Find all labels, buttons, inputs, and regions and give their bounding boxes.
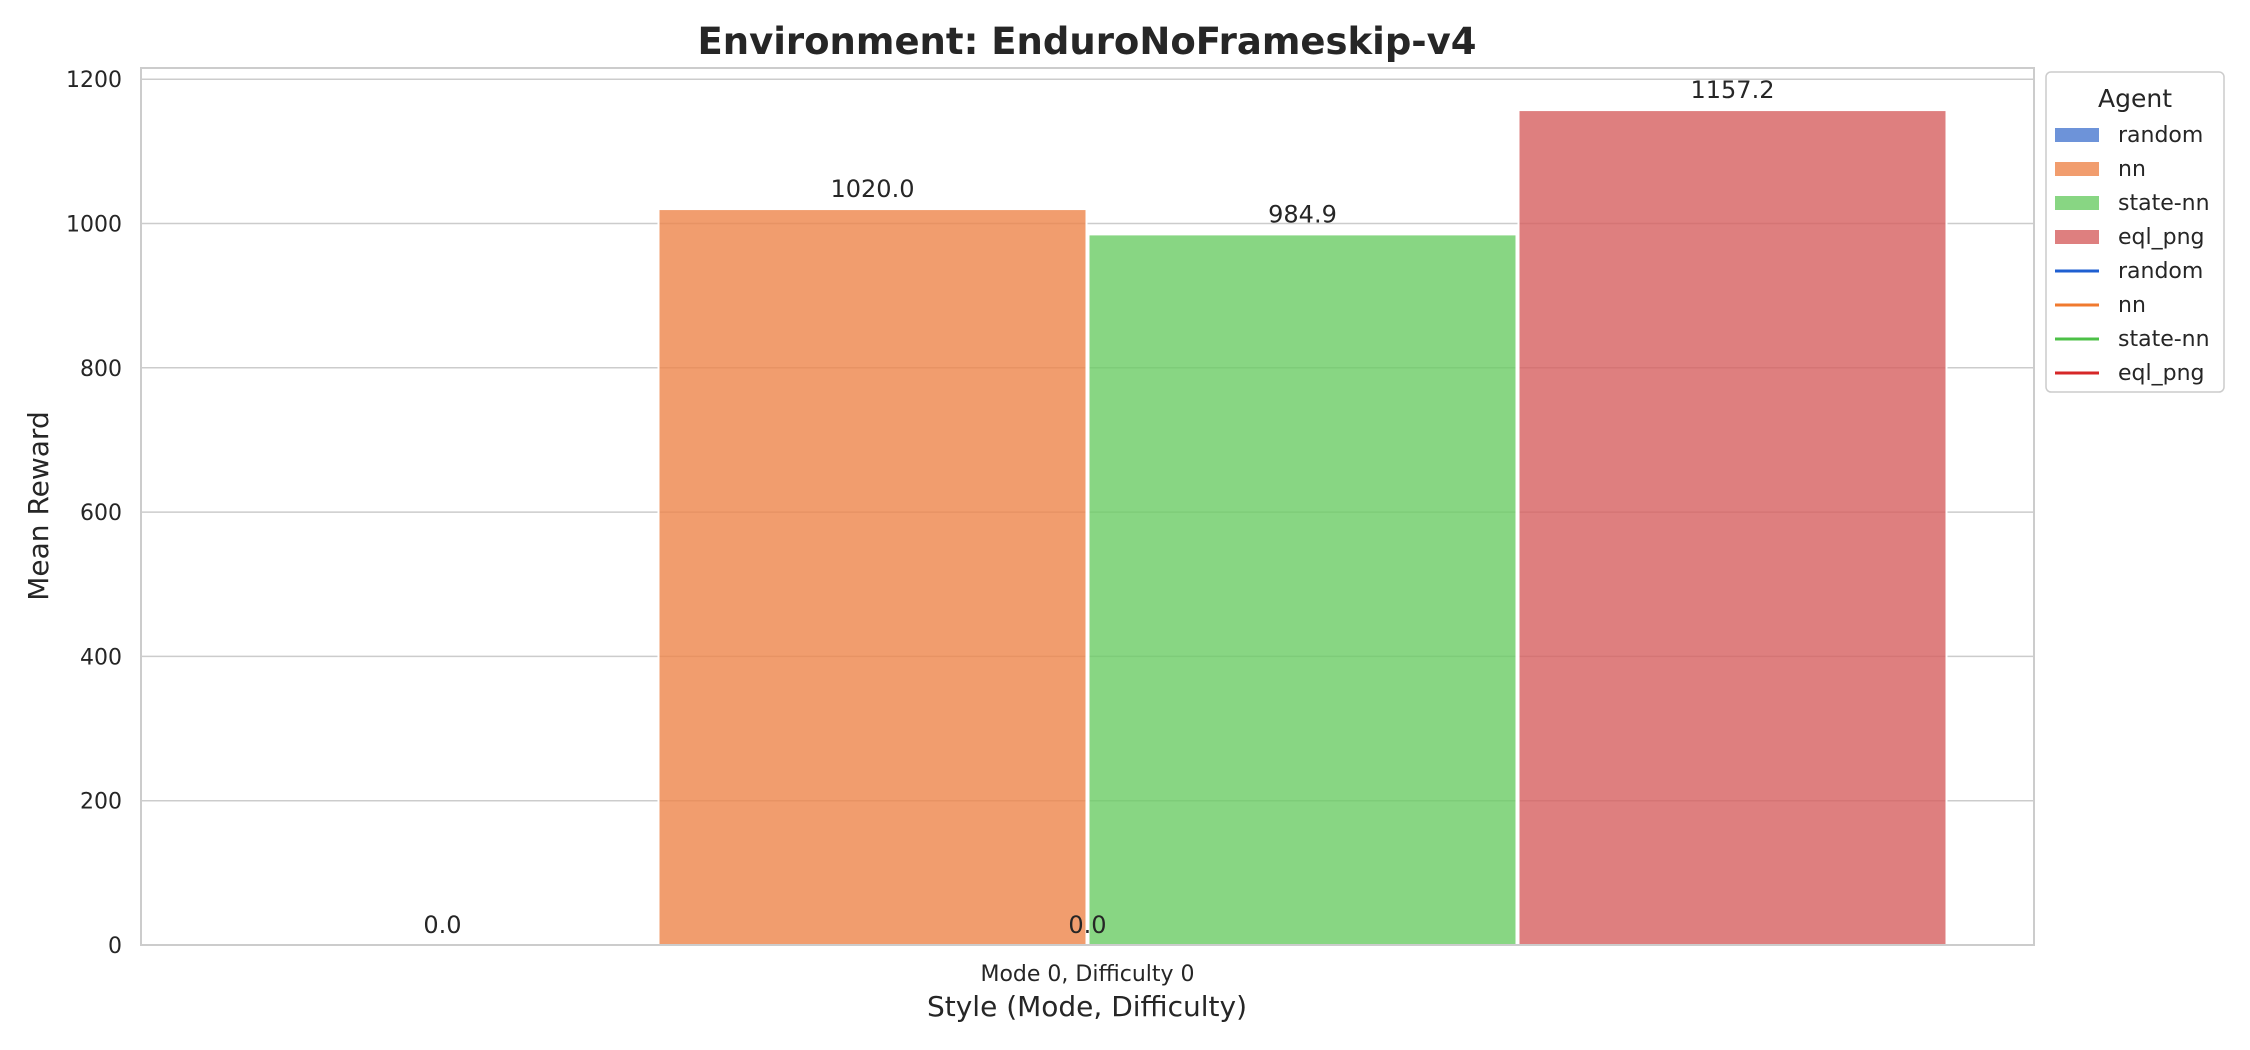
y-tick-label: 1000 (66, 213, 122, 238)
bar-state-nn (1087, 233, 1518, 946)
legend-entry: random (2055, 259, 2203, 284)
legend-entry: eql_png (2055, 225, 2205, 250)
bars (657, 109, 1948, 946)
x-axis-label: Style (Mode, Difficulty) (927, 990, 1247, 1023)
legend-label: random (2118, 123, 2203, 148)
legend-label: random (2118, 259, 2203, 284)
legend-label: eql_png (2118, 225, 2205, 250)
y-tick-label: 600 (80, 501, 122, 526)
bar-value-label-state-nn: 984.9 (1268, 200, 1337, 228)
y-tick-label: 800 (80, 357, 122, 382)
legend-label: state-nn (2118, 191, 2210, 216)
chart-title: Environment: EnduroNoFrameskip-v4 (697, 20, 1476, 63)
legend-entry: nn (2055, 293, 2146, 318)
legend-entry: state-nn (2055, 191, 2210, 216)
legend-entry: eql_png (2055, 361, 2205, 386)
legend-title: Agent (2098, 84, 2172, 113)
extra-value-label: 0.0 (1068, 911, 1106, 939)
legend-swatch (2055, 128, 2099, 142)
legend-swatch (2055, 196, 2099, 210)
legend-label: eql_png (2118, 361, 2205, 386)
legend: Agent randomnnstate-nneql_pngrandomnnsta… (2045, 71, 2225, 393)
bar-value-label-eql_png: 1157.2 (1691, 76, 1775, 104)
y-axis-label: Mean Reward (22, 411, 55, 600)
x-axis-ticks: Mode 0, Difficulty 0 (980, 962, 1194, 987)
legend-entry: state-nn (2055, 327, 2210, 352)
plot-area-frame (140, 67, 2035, 946)
legend-frame (2045, 71, 2225, 393)
bar-value-labels: 0.0 1020.0 984.9 1157.2 0.0 (423, 76, 1774, 939)
y-tick-label: 200 (80, 790, 122, 815)
bar-value-label-nn: 1020.0 (831, 175, 915, 203)
legend-entry: nn (2055, 157, 2146, 182)
legend-label: nn (2118, 157, 2146, 182)
legend-entry: random (2055, 123, 2203, 148)
legend-entries: randomnnstate-nneql_pngrandomnnstate-nne… (2055, 123, 2210, 386)
legend-label: state-nn (2118, 327, 2210, 352)
legend-label: nn (2118, 293, 2146, 318)
y-tick-label: 0 (108, 934, 122, 959)
bar-nn (657, 208, 1088, 946)
y-axis-ticks: 0 200 400 600 800 1000 1200 (66, 68, 122, 959)
y-tick-label: 400 (80, 645, 122, 670)
legend-swatch (2055, 230, 2099, 244)
bar-value-label-random: 0.0 (423, 911, 461, 939)
x-tick-label: Mode 0, Difficulty 0 (980, 962, 1194, 987)
legend-swatch (2055, 162, 2099, 176)
y-tick-label: 1200 (66, 68, 122, 93)
bar-eql_png (1517, 109, 1948, 946)
